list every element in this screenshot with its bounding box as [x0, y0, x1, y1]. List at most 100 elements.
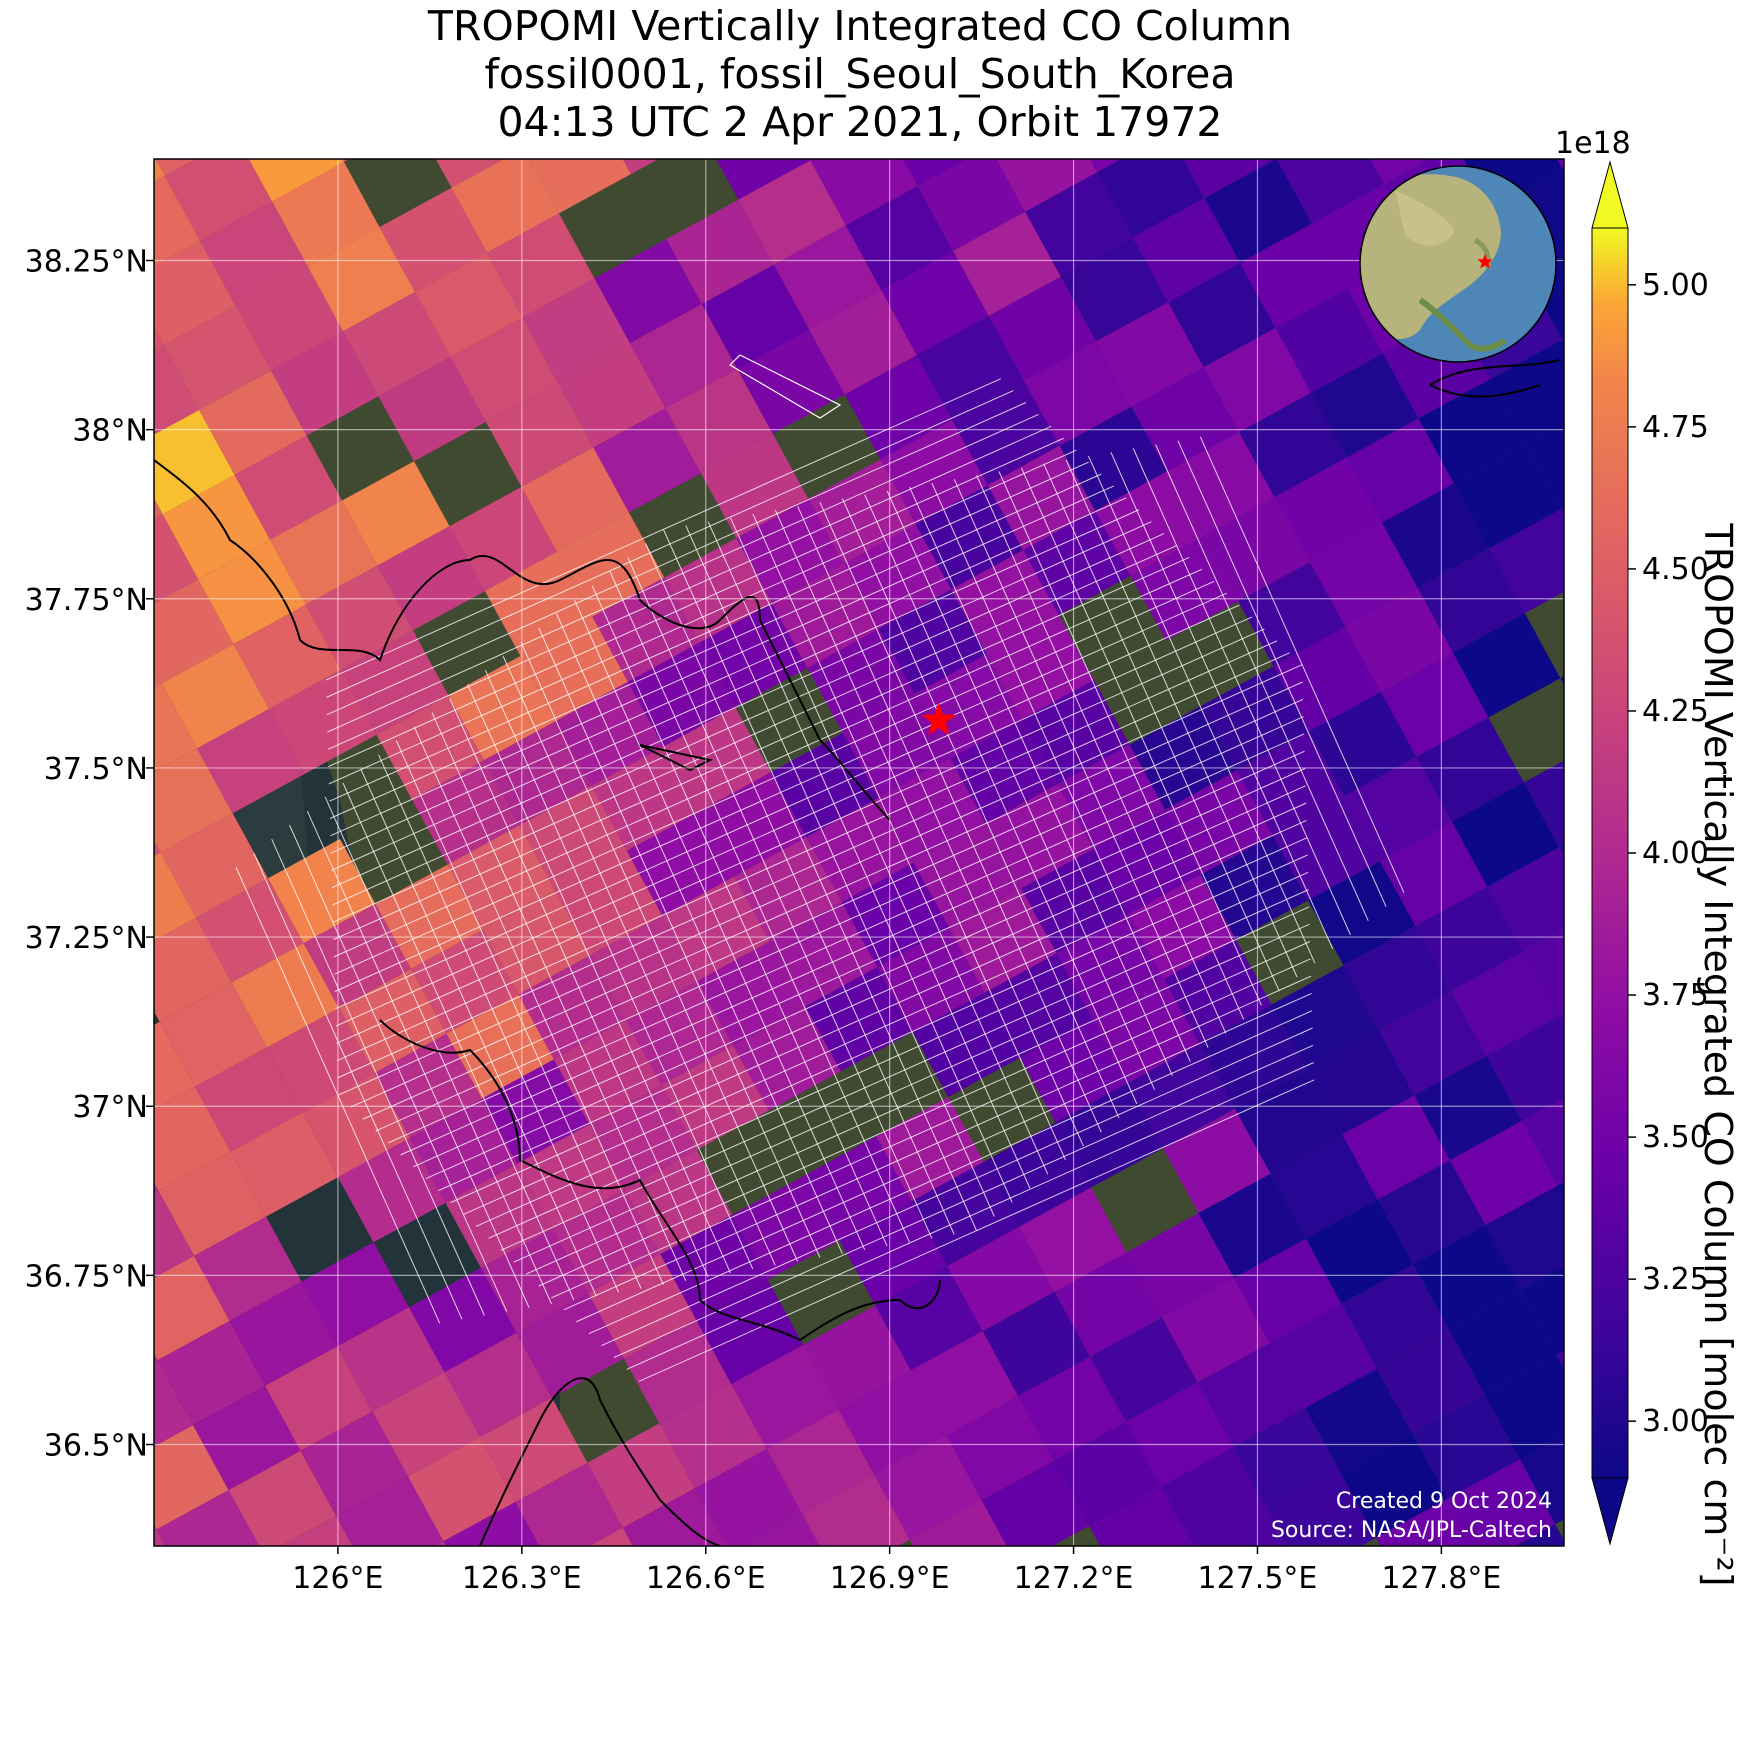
- co-pixel: [1560, 676, 1564, 685]
- co-pixel: [665, 368, 773, 474]
- co-pixel: [519, 785, 627, 891]
- co-pixel: [449, 486, 557, 592]
- co-pixel: [1559, 844, 1564, 856]
- co-pixel: [1557, 159, 1564, 171]
- co-pixel: [875, 1266, 983, 1371]
- co-pixel: [716, 159, 811, 200]
- co-pixel: [986, 615, 1095, 720]
- co-pixel: [982, 1291, 1091, 1396]
- co-pixel: [1308, 861, 1416, 966]
- co-pixel: [197, 709, 305, 814]
- co-pixel: [271, 331, 379, 436]
- co-pixel: [162, 474, 271, 580]
- co-pixel: [981, 1461, 1090, 1546]
- co-pixel: [22, 46, 130, 150]
- co-pixel: [1306, 1199, 1414, 1304]
- co-pixel: [1313, 15, 1421, 119]
- co-pixel: [698, 772, 807, 877]
- co-pixel: [231, 943, 339, 1048]
- co-pixel: [1273, 626, 1381, 732]
- credit-source: Source: NASA/JPL-Caltech: [1271, 1518, 1552, 1543]
- co-pixel: [984, 953, 1093, 1058]
- co-pixel: [1056, 914, 1165, 1019]
- colorbar-tick-label: 4.50: [1642, 552, 1709, 587]
- co-pixel: [248, 159, 345, 202]
- colorbar-tick-label: 3.75: [1642, 978, 1709, 1013]
- co-pixel: [1164, 939, 1272, 1044]
- co-pixel: [1416, 717, 1524, 822]
- co-pixel: [1096, 302, 1204, 407]
- co-pixel: [1520, 1266, 1564, 1355]
- co-pixel: [200, 201, 308, 306]
- co-pixel: [593, 408, 701, 513]
- co-pixel: [1519, 1589, 1626, 1693]
- co-pixel: [1305, 1368, 1413, 1473]
- co-pixel: [154, 1353, 158, 1363]
- co-pixel: [1521, 1097, 1564, 1186]
- co-pixel: [1018, 1356, 1126, 1461]
- co-pixel: [1522, 929, 1564, 1017]
- co-pixel: [873, 1605, 980, 1709]
- co-pixel: [1486, 1016, 1564, 1121]
- co-pixel: [809, 159, 813, 161]
- co-pixel: [1376, 1329, 1485, 1434]
- co-pixel: [515, 1462, 623, 1546]
- co-pixel: [1382, 483, 1490, 588]
- co-pixel: [376, 695, 484, 800]
- co-pixel: [844, 355, 953, 460]
- co-pixel: [954, 43, 1061, 147]
- co-pixel: [1484, 1355, 1564, 1460]
- co-pixel: [341, 630, 449, 735]
- co-pixel: [587, 1423, 695, 1528]
- co-pixel: [1418, 379, 1526, 484]
- co-pixel: [1053, 1591, 1160, 1695]
- co-pixel: [1055, 1083, 1164, 1188]
- coastline-south: [479, 1377, 721, 1546]
- co-pixel: [1161, 1447, 1269, 1546]
- co-pixel: [154, 748, 233, 853]
- co-pixel: [1311, 353, 1419, 458]
- co-pixel: [154, 840, 161, 857]
- co-pixel: [589, 1527, 633, 1546]
- co-pixel: [591, 746, 699, 851]
- co-pixel: [1276, 159, 1384, 224]
- co-pixel: [810, 159, 918, 226]
- co-pixel: [1019, 1187, 1127, 1292]
- co-pixel: [1379, 991, 1487, 1096]
- co-pixel: [1125, 1382, 1233, 1487]
- small-footprint-patch: [729, 354, 842, 419]
- co-pixel: [1600, 27, 1707, 131]
- co-pixel: [806, 797, 914, 903]
- chart-title: TROPOMI Vertically Integrated CO Column …: [140, 2, 1580, 146]
- co-pixel: [154, 669, 162, 688]
- co-pixel: [198, 539, 306, 645]
- co-pixel: [154, 1182, 159, 1194]
- co-pixel: [590, 915, 698, 1021]
- co-pixel: [381, 19, 488, 123]
- coastline-east: [1429, 359, 1561, 398]
- co-pixel: [192, 1555, 299, 1659]
- co-pixel: [1162, 1278, 1270, 1383]
- co-pixel: [154, 579, 234, 684]
- co-pixel: [1206, 1512, 1287, 1546]
- co-pixel: [268, 838, 376, 944]
- co-pixel: [660, 1214, 768, 1320]
- co-pixel: [738, 160, 846, 265]
- lat-tick-label: 38.25°N: [25, 244, 148, 279]
- coastline-central: [379, 1019, 941, 1342]
- co-pixel: [301, 1242, 409, 1347]
- co-pixel: [586, 1593, 693, 1697]
- co-pixel: [434, 1541, 447, 1546]
- colorbar-ticks: 3.00 3.25 3.50 3.75 4.00 4.25 4.50 4.75 5.00: [1628, 268, 1709, 1439]
- co-pixel: [1307, 1030, 1415, 1135]
- co-pixel: [516, 1293, 624, 1398]
- co-pixel: [1490, 339, 1564, 445]
- co-pixel: [1097, 159, 1205, 238]
- lon-tick-label: 127.5°E: [1198, 1561, 1318, 1596]
- colorbar-extend-max: [1591, 160, 1629, 229]
- co-pixel: [622, 159, 659, 175]
- co-pixel: [1201, 666, 1309, 771]
- co-pixel: [1089, 159, 1122, 173]
- co-pixel: [1239, 392, 1347, 498]
- co-pixel: [1375, 1498, 1474, 1546]
